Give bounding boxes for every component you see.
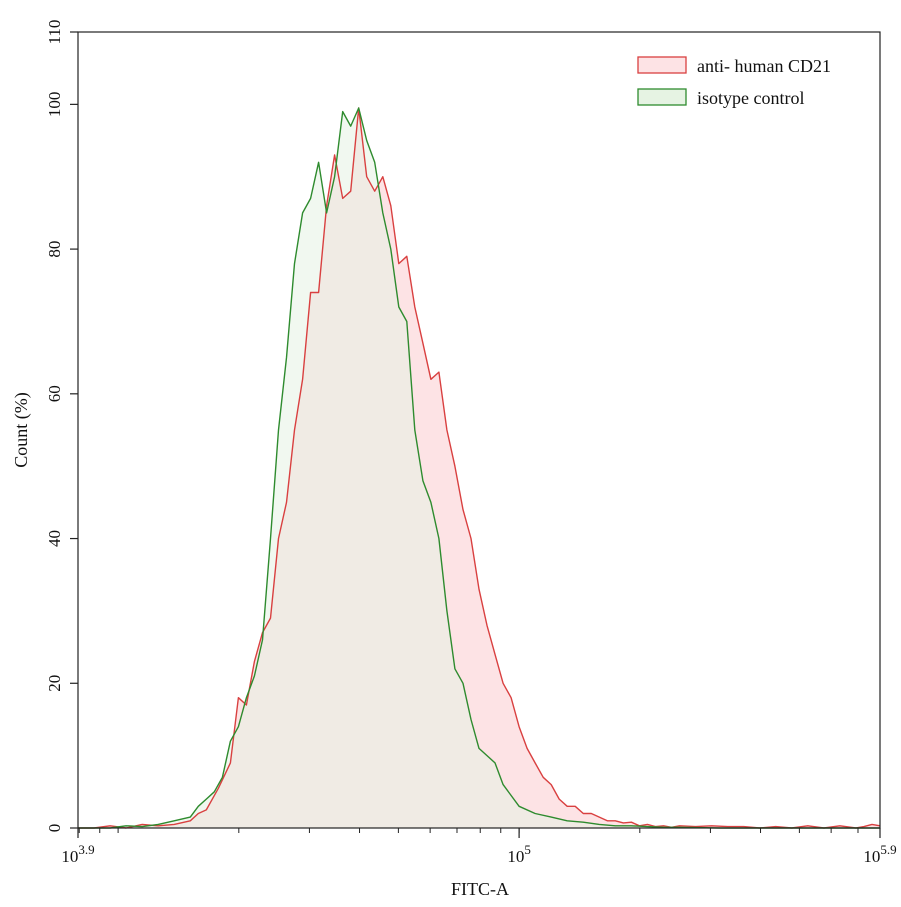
- series-line-anti-human-cd21: [78, 107, 881, 829]
- series-fill-anti-human-cd21: [78, 108, 880, 828]
- y-tick-label: 20: [45, 675, 64, 692]
- legend: anti- human CD21 isotype control: [637, 56, 831, 108]
- legend-label-anti-human-cd21: anti- human CD21: [697, 56, 831, 76]
- x-tick-label: 103.9: [61, 842, 94, 866]
- x-axis-title: FITC-A: [451, 879, 509, 899]
- y-tick-label: 40: [45, 530, 64, 547]
- y-tick-label: 60: [45, 385, 64, 402]
- y-tick-label: 80: [45, 241, 64, 258]
- series-line-isotype-control: [78, 107, 880, 829]
- legend-label-isotype-control: isotype control: [697, 88, 804, 108]
- series-layer: [78, 107, 881, 829]
- series-fill-isotype-control: [78, 108, 880, 828]
- plot-frame: [77, 31, 881, 829]
- y-axis-title: Count (%): [11, 392, 32, 468]
- y-tick-label: 0: [45, 824, 64, 833]
- x-axis: 103.9 105 105.9: [61, 828, 897, 866]
- legend-swatch-anti-human-cd21: [637, 56, 687, 74]
- y-axis: 0 20 40 60 80 100 110: [45, 20, 78, 833]
- y-tick-label: 100: [45, 92, 64, 118]
- x-tick-label: 105: [507, 842, 531, 866]
- legend-swatch-isotype-control: [637, 88, 687, 106]
- x-tick-label: 105.9: [863, 842, 896, 866]
- y-tick-label: 110: [45, 20, 64, 45]
